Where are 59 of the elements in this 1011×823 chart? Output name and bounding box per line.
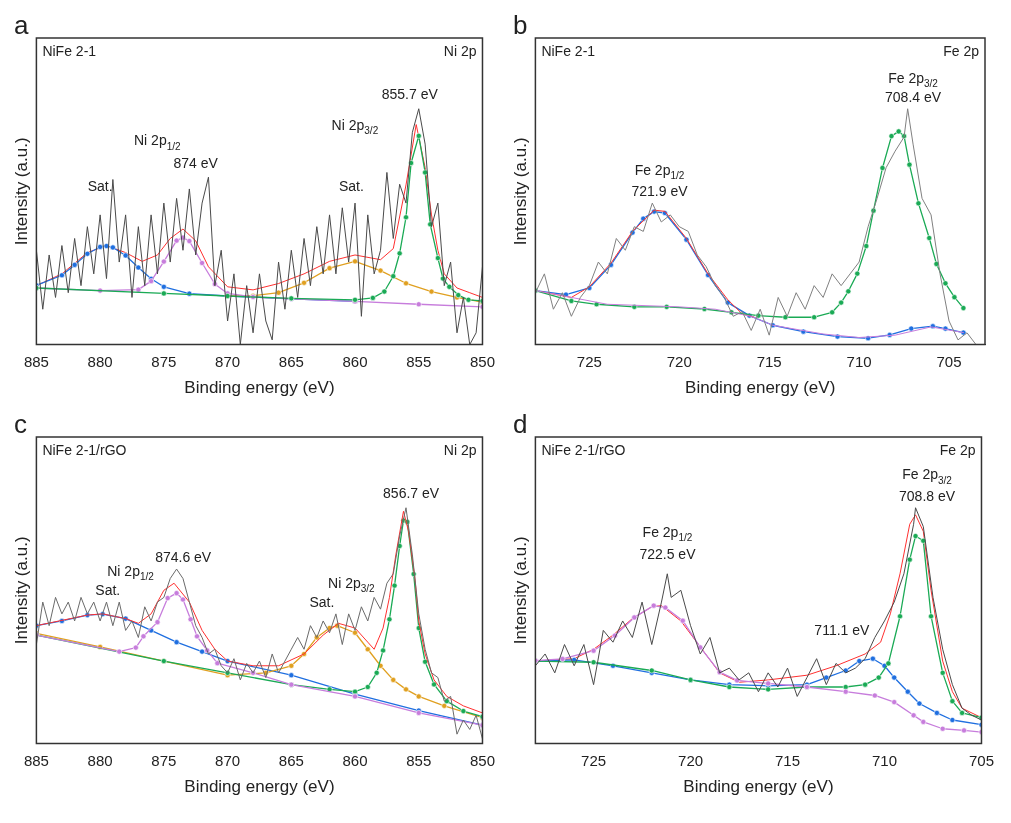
- x-tick-label: 850: [469, 352, 495, 370]
- text: 708.8 eV: [899, 487, 956, 504]
- x-tick-label: 880: [87, 751, 113, 769]
- annotation: 722.5 eV: [639, 546, 697, 563]
- x-tick-label: 860: [342, 352, 368, 370]
- annotation: 721.9 eV: [631, 182, 689, 199]
- x-tick-label: 870: [215, 751, 241, 769]
- x-tick-label: 875: [151, 352, 177, 370]
- annotation: Sat.: [338, 178, 364, 195]
- annotation: Sat.: [95, 581, 121, 598]
- x-tick-label: 710: [846, 352, 872, 370]
- x-tick-label: 710: [872, 751, 898, 769]
- x-tick-label: 885: [23, 352, 49, 370]
- y-axis-title: Intensity (a.u.): [11, 137, 31, 246]
- x-axis-title: Binding energy (eV): [184, 378, 335, 398]
- chart-title: a: [14, 10, 29, 40]
- x-tick-label: 720: [666, 352, 692, 370]
- x-tick-label: 725: [581, 751, 607, 769]
- x-tick-label: 720: [678, 751, 704, 769]
- annotation: Sat.: [87, 178, 113, 195]
- annotation: 874 eV: [173, 155, 219, 172]
- text: 856.7 eV: [383, 485, 440, 502]
- annotation: 874.6 eV: [155, 549, 212, 566]
- text: NiFe 2-1: [42, 43, 97, 59]
- x-axis-title: Binding energy (eV): [685, 378, 836, 398]
- x-tick-label: 705: [936, 352, 962, 370]
- x-tick-label: 855: [406, 751, 432, 769]
- text: NiFe 2-1: [541, 43, 596, 59]
- x-tick-label: 865: [278, 352, 304, 370]
- y-axis-title: Intensity (a.u.): [11, 536, 31, 645]
- x-tick-label: 870: [215, 352, 241, 370]
- chart-title: d: [513, 409, 528, 439]
- x-tick-label: 715: [775, 751, 801, 769]
- text: Fe 2p: [943, 43, 980, 59]
- chart-title: c: [14, 409, 27, 439]
- text: NiFe 2-1/rGO: [42, 442, 127, 458]
- x-tick-label: 715: [756, 352, 782, 370]
- x-tick-label: 885: [23, 751, 49, 769]
- text: Fe 2p: [939, 442, 976, 458]
- annotation: 711.1 eV: [814, 622, 871, 639]
- x-axis-title: Binding energy (eV): [184, 777, 335, 797]
- text: 708.4 eV: [885, 88, 942, 105]
- text: NiFe 2-1/rGO: [541, 442, 626, 458]
- y-axis-title: Intensity (a.u.): [510, 536, 530, 645]
- text: Ni 2p: [443, 442, 477, 458]
- text: 855.7 eV: [381, 86, 439, 103]
- chart-title: b: [513, 10, 528, 40]
- text: Ni 2p: [443, 43, 477, 59]
- x-tick-label: 725: [576, 352, 602, 370]
- x-tick-label: 850: [469, 751, 495, 769]
- x-tick-label: 855: [406, 352, 432, 370]
- x-tick-label: 875: [151, 751, 177, 769]
- y-axis-title: Intensity (a.u.): [510, 137, 530, 246]
- x-tick-label: 880: [87, 352, 113, 370]
- annotation: Sat.: [309, 594, 335, 611]
- x-tick-label: 865: [278, 751, 304, 769]
- x-axis-title: Binding energy (eV): [683, 777, 834, 797]
- x-tick-label: 860: [342, 751, 368, 769]
- x-tick-label: 705: [968, 751, 994, 769]
